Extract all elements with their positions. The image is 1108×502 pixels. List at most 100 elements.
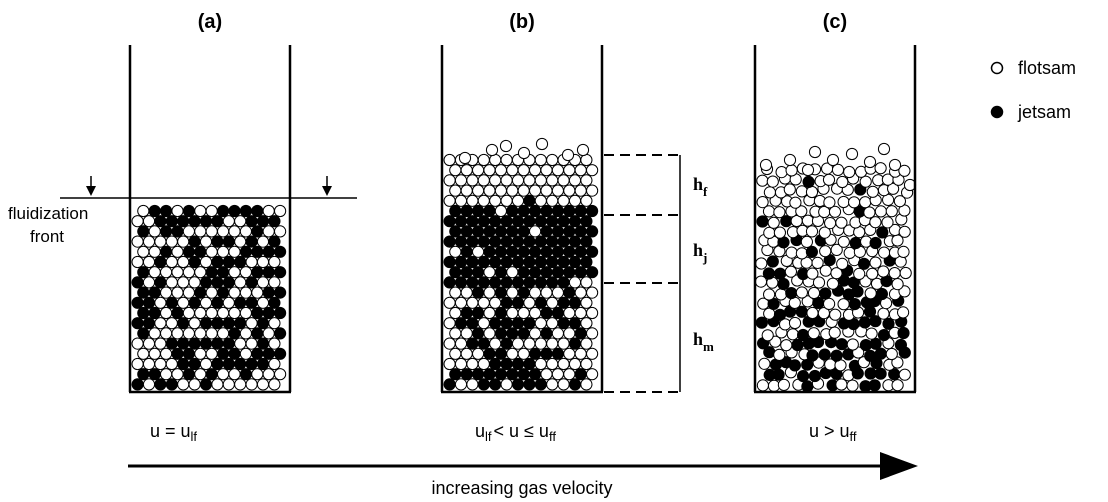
jetsam-particle — [483, 368, 496, 381]
flotsam-particle — [891, 356, 904, 369]
flotsam-particle — [534, 357, 547, 371]
flotsam-particle — [454, 174, 468, 187]
flotsam-particle — [767, 216, 780, 229]
jetsam-particle — [574, 266, 587, 279]
flotsam-particle — [489, 194, 502, 207]
jetsam-particle — [477, 276, 490, 289]
jetsam-particle — [165, 296, 178, 309]
flotsam-particle — [576, 143, 590, 157]
jetsam-particle — [506, 368, 519, 381]
flotsam-particle — [517, 306, 530, 320]
jetsam-particle — [523, 215, 536, 228]
jetsam-particle — [500, 357, 513, 371]
bed-a-particles — [131, 204, 287, 391]
jetsam-particle — [199, 215, 213, 228]
flotsam-particle — [580, 153, 593, 167]
flotsam-particle — [251, 368, 264, 381]
jetsam-particle — [165, 215, 178, 228]
flotsam-particle — [534, 337, 547, 350]
flotsam-particle — [222, 378, 235, 391]
jetsam-particle — [877, 329, 891, 342]
flotsam-particle — [811, 256, 824, 269]
flotsam-particle — [256, 255, 270, 269]
flotsam-particle — [205, 245, 218, 258]
flotsam-particle — [517, 164, 530, 177]
flotsam-particle — [546, 296, 559, 309]
jetsam-particle — [443, 276, 456, 289]
container-c — [753, 45, 917, 394]
flotsam-particle — [148, 225, 161, 238]
jetsam-particle — [245, 357, 258, 371]
jetsam-particle — [188, 235, 201, 248]
flotsam-particle — [205, 204, 218, 218]
flotsam-particle — [563, 327, 576, 340]
flotsam-particle — [262, 368, 275, 381]
flotsam-particle — [199, 235, 213, 248]
fluidization-front-label-2: front — [30, 227, 64, 246]
jetsam-particle — [517, 266, 530, 279]
flotsam-particle — [477, 317, 490, 330]
jetsam-particle — [182, 204, 195, 218]
jetsam-particle — [489, 215, 502, 228]
flotsam-particle — [268, 317, 281, 330]
flotsam-particle — [551, 368, 565, 381]
jetsam-particle — [869, 315, 882, 328]
jetsam-particle — [205, 266, 218, 279]
legend-flotsam-marker — [990, 61, 1004, 75]
jetsam-particle — [574, 327, 587, 340]
zone-dashed-lines — [604, 154, 680, 393]
flotsam-particle — [887, 182, 900, 195]
jetsam-particle — [472, 306, 485, 320]
flotsam-particle — [239, 286, 252, 299]
flotsam-particle — [205, 286, 218, 299]
flotsam-particle — [828, 326, 841, 339]
flotsam-particle — [877, 307, 890, 320]
flotsam-particle — [888, 267, 901, 280]
jetsam-particle — [460, 245, 473, 258]
flotsam-particle — [586, 327, 599, 340]
flotsam-particle — [877, 142, 891, 156]
flotsam-particle — [586, 306, 599, 320]
jetsam-particle — [494, 327, 507, 340]
jetsam-particle — [551, 306, 565, 320]
flotsam-particle — [580, 378, 593, 391]
jetsam-particle — [154, 276, 167, 289]
flotsam-particle — [477, 296, 490, 309]
flotsam-particle — [568, 174, 582, 187]
jetsam-particle — [251, 204, 264, 218]
panel-c-label: (c) — [823, 11, 847, 33]
flotsam-particle — [511, 174, 525, 187]
flotsam-particle — [574, 184, 587, 197]
jetsam-particle — [245, 215, 258, 228]
flotsam-particle — [846, 379, 859, 392]
flotsam-particle — [217, 225, 230, 238]
velocity-arrow-label: increasing gas velocity — [431, 478, 612, 498]
flotsam-particle — [784, 265, 798, 278]
jetsam-particle — [177, 317, 190, 330]
jetsam-particle — [534, 378, 547, 391]
flotsam-particle — [131, 215, 144, 228]
flotsam-particle — [188, 378, 201, 391]
flotsam-particle — [483, 286, 496, 299]
flotsam-particle — [245, 378, 258, 391]
flotsam-particle — [805, 225, 819, 238]
jetsam-particle — [251, 266, 264, 279]
flotsam-particle — [563, 368, 576, 381]
flotsam-particle — [795, 247, 809, 260]
jetsam-particle — [819, 287, 832, 300]
jetsam-particle — [511, 215, 525, 228]
jetsam-particle — [466, 337, 479, 350]
flotsam-particle — [217, 245, 230, 258]
flotsam-particle — [818, 226, 831, 239]
flotsam-particle — [199, 357, 213, 371]
flotsam-particle — [859, 196, 872, 209]
flotsam-particle — [899, 266, 912, 280]
jetsam-particle — [477, 235, 490, 248]
flotsam-particle — [142, 276, 156, 289]
flotsam-particle — [483, 306, 496, 320]
jetsam-particle — [546, 255, 559, 269]
flotsam-particle — [142, 215, 156, 228]
flotsam-particle — [529, 306, 542, 320]
jetsam-particle — [217, 266, 230, 279]
flotsam-particle — [568, 194, 582, 207]
